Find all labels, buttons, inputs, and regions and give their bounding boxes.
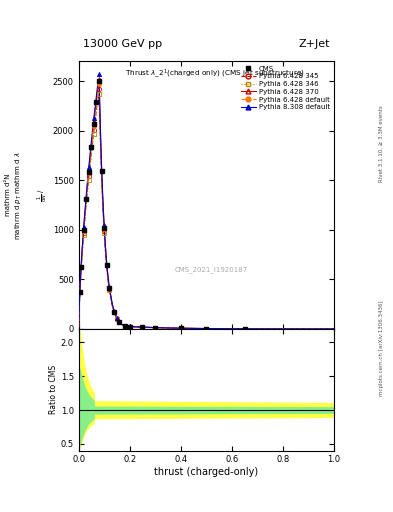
Text: mcplots.cern.ch [arXiv:1306.3436]: mcplots.cern.ch [arXiv:1306.3436] [379, 301, 384, 396]
Text: CMS_2021_I1920187: CMS_2021_I1920187 [175, 267, 248, 273]
X-axis label: thrust (charged-only): thrust (charged-only) [154, 467, 258, 477]
Text: Z+Jet: Z+Jet [299, 38, 330, 49]
Text: Rivet 3.1.10, ≥ 3.3M events: Rivet 3.1.10, ≥ 3.3M events [379, 105, 384, 182]
Text: 13000 GeV pp: 13000 GeV pp [83, 38, 162, 49]
Text: Thrust $\lambda\_2^1$(charged only) (CMS jet substructure): Thrust $\lambda\_2^1$(charged only) (CMS… [125, 67, 304, 79]
Legend: CMS, Pythia 6.428 345, Pythia 6.428 346, Pythia 6.428 370, Pythia 6.428 default,: CMS, Pythia 6.428 345, Pythia 6.428 346,… [238, 63, 332, 113]
Y-axis label: Ratio to CMS: Ratio to CMS [49, 365, 58, 414]
Y-axis label: mathrm d²N
mathrm d $p_T$ mathrm d $\lambda$

$\frac{1}{\mathrm{d}N}$ /: mathrm d²N mathrm d $p_T$ mathrm d $\lam… [5, 151, 50, 240]
